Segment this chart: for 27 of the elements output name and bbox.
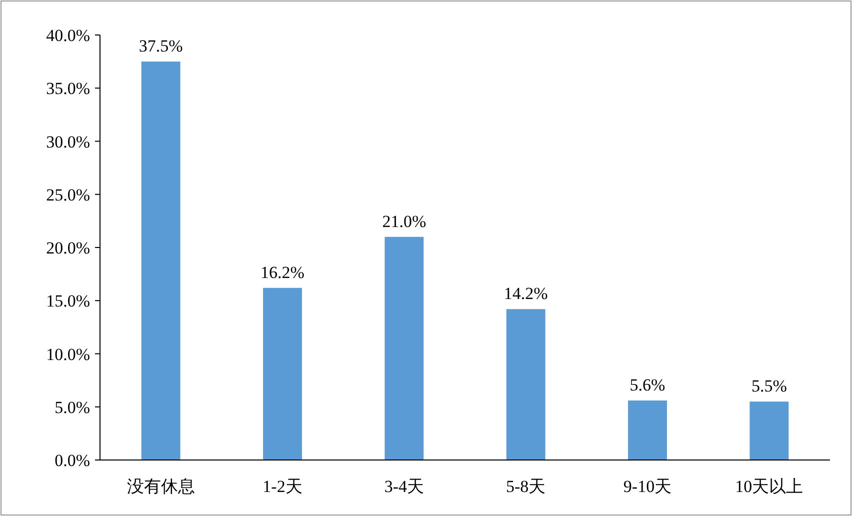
data-label: 14.2% bbox=[504, 284, 548, 304]
data-label: 5.5% bbox=[751, 376, 787, 396]
data-label: 37.5% bbox=[138, 36, 183, 56]
y-tick-label: 15.0% bbox=[46, 292, 90, 311]
x-tick-label: 没有休息 bbox=[126, 477, 195, 496]
x-tick-label: 9-10天 bbox=[623, 477, 672, 496]
x-tick-label: 5-8天 bbox=[506, 477, 546, 496]
y-tick-label: 0.0% bbox=[54, 451, 90, 470]
bar bbox=[750, 402, 789, 460]
bar bbox=[263, 288, 302, 460]
y-tick-label: 35.0% bbox=[46, 79, 90, 98]
data-label: 16.2% bbox=[260, 262, 304, 282]
x-tick-label: 3-4天 bbox=[384, 477, 424, 496]
y-tick-label: 5.0% bbox=[54, 398, 90, 417]
y-tick-label: 20.0% bbox=[46, 238, 90, 258]
data-label: 5.6% bbox=[630, 376, 666, 394]
bar bbox=[141, 62, 180, 460]
x-tick-label: 1-2天 bbox=[262, 477, 302, 496]
bar bbox=[384, 236, 424, 460]
y-tick-label: 25.0% bbox=[46, 185, 90, 204]
y-tick-label: 10.0% bbox=[46, 344, 90, 364]
bar bbox=[628, 400, 667, 460]
x-tick-label: 10天以上 bbox=[735, 477, 804, 496]
data-label: 21.0% bbox=[382, 212, 426, 231]
bar bbox=[506, 309, 546, 460]
y-tick-label: 40.0% bbox=[46, 26, 90, 45]
y-tick-label: 30.0% bbox=[46, 132, 90, 152]
